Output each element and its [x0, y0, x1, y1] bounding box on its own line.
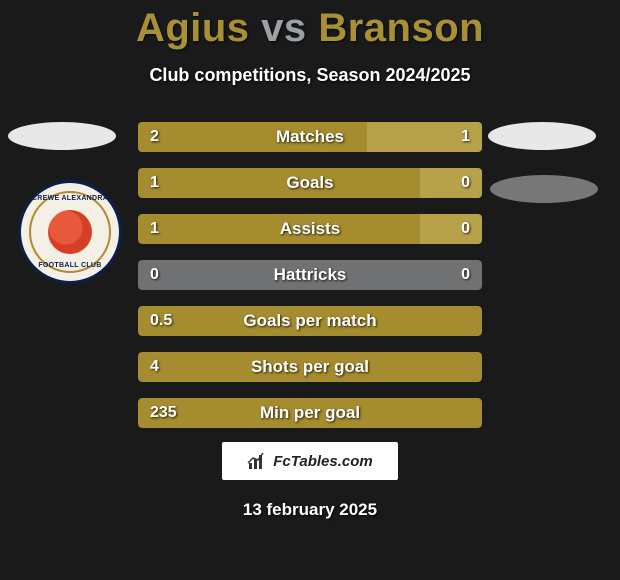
watermark[interactable]: FcTables.com — [222, 442, 398, 480]
page-title: Agius vs Branson — [0, 0, 620, 51]
stat-label: Min per goal — [138, 403, 482, 423]
stat-label: Assists — [138, 219, 482, 239]
stat-label: Matches — [138, 127, 482, 147]
player-left-placeholder — [8, 122, 116, 150]
player-right-placeholder — [488, 122, 596, 150]
stat-label: Goals per match — [138, 311, 482, 331]
club-badge-bottom-text: FOOTBALL CLUB — [31, 262, 109, 269]
stat-row: 10Assists — [138, 214, 482, 244]
title-player-right: Branson — [318, 6, 484, 50]
title-player-left: Agius — [136, 6, 250, 50]
club-badge-core — [48, 210, 92, 254]
stat-row: 21Matches — [138, 122, 482, 152]
comparison-bars: 21Matches 10Goals 10Assists 00Hattricks 0.5G… — [138, 122, 482, 444]
player-right-placeholder-2 — [490, 175, 598, 203]
club-badge-ring: CREWE ALEXANDRA FOOTBALL CLUB — [29, 191, 111, 273]
stat-row: 0.5Goals per match — [138, 306, 482, 336]
subtitle: Club competitions, Season 2024/2025 — [0, 65, 620, 86]
title-vs: vs — [261, 6, 307, 50]
stat-row: 4Shots per goal — [138, 352, 482, 382]
stat-row: 00Hattricks — [138, 260, 482, 290]
footer-date: 13 february 2025 — [0, 500, 620, 520]
stat-row: 10Goals — [138, 168, 482, 198]
watermark-chart-icon — [247, 451, 269, 471]
stat-label: Shots per goal — [138, 357, 482, 377]
club-badge-top-text: CREWE ALEXANDRA — [31, 195, 109, 202]
stat-row: 235Min per goal — [138, 398, 482, 428]
stat-label: Hattricks — [138, 265, 482, 285]
club-badge: CREWE ALEXANDRA FOOTBALL CLUB — [18, 180, 122, 284]
stat-label: Goals — [138, 173, 482, 193]
watermark-text: FcTables.com — [273, 453, 372, 470]
